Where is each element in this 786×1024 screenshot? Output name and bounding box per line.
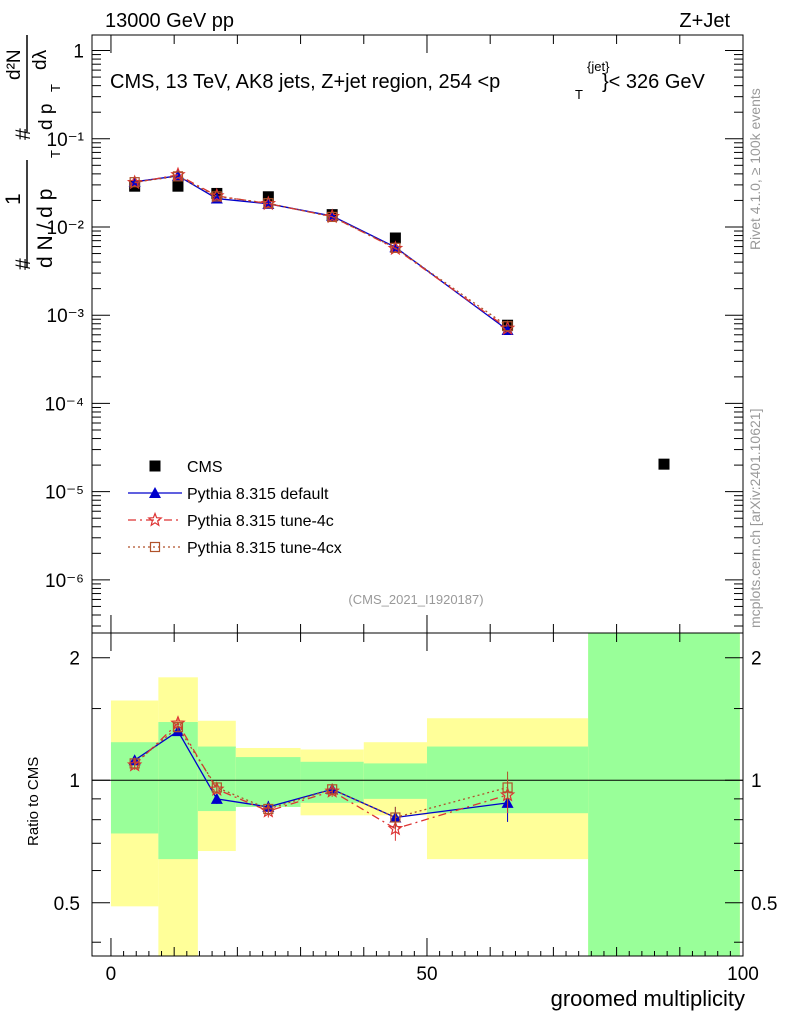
ylabel-right-sub: T <box>48 84 63 92</box>
ratio-point-2 <box>263 803 274 815</box>
legend-label-0: CMS <box>187 459 223 476</box>
ylabel-right-numerator: d²N <box>4 49 25 80</box>
green-band <box>158 722 198 860</box>
ratio-y-label: Ratio to CMS <box>25 757 42 846</box>
x-tick-label: 0 <box>106 964 117 985</box>
ratio-axes: 0.5 0.5 1 1 2 2 0 50 100 <box>54 633 777 985</box>
main-axes: 1 10⁻¹ 10⁻² 10⁻³ 10⁻⁴ 10⁻⁵ 10⁻⁶ <box>45 35 744 633</box>
data-point-3 <box>263 198 274 209</box>
plot-title-main: CMS, 13 TeV, AK8 jets, Z+jet region, 254… <box>110 71 500 93</box>
green-band <box>363 763 427 799</box>
legend-marker-0 <box>149 460 161 472</box>
ratio-point-2 <box>502 782 513 793</box>
mcplots-label: mcplots.cern.ch [arXiv:2401.10621] <box>747 409 763 628</box>
ylabel-hash-2: # <box>12 128 35 140</box>
green-band <box>235 757 301 807</box>
ylabel-denominator: d N / d p <box>34 189 57 268</box>
x-tick-label: 100 <box>727 964 759 985</box>
ratio-point-2 <box>390 812 401 823</box>
y-tick-label: 10⁻⁵ <box>45 483 84 504</box>
green-band <box>588 633 740 956</box>
legend-label-3: Pythia 8.315 tune-4cx <box>187 540 342 557</box>
legend: CMS Pythia 8.315 default Pythia 8.315 tune… <box>128 459 342 557</box>
ratio-tick-label-right: 1 <box>751 771 762 792</box>
series-line-2 <box>134 174 508 329</box>
main-y-label: # 1 d N / d p T # d²N d p T dλ <box>2 35 63 270</box>
data-point-3 <box>129 177 140 188</box>
legend-label-1: Pythia 8.315 default <box>187 486 329 503</box>
main-series <box>126 166 670 470</box>
analysis-id: (CMS_2021_I1920187) <box>348 592 483 607</box>
y-tick-label: 10⁻³ <box>47 306 85 327</box>
x-tick-label: 50 <box>416 964 437 985</box>
ratio-point-2 <box>129 758 140 769</box>
ratio-point-2 <box>327 784 338 795</box>
data-point-0 <box>172 180 184 192</box>
data-point-0 <box>658 458 670 470</box>
data-point-3 <box>327 211 338 223</box>
legend-marker-1 <box>149 487 161 498</box>
ratio-point-2 <box>172 722 184 733</box>
rivet-label: Rivet 4.1.0, ≥ 100k events <box>747 88 763 250</box>
plot-title: CMS, 13 TeV, AK8 jets, Z+jet region, 254… <box>110 71 500 93</box>
ratio-tick-label-right: 0.5 <box>751 894 777 915</box>
process-label: Z+Jet <box>679 10 730 32</box>
series-line-1 <box>134 175 508 331</box>
ratio-point-2 <box>211 782 222 793</box>
legend-label-2: Pythia 8.315 tune-4c <box>187 513 334 530</box>
x-axis-label: groomed multiplicity <box>551 986 745 1011</box>
ratio-tick-label: 1 <box>69 771 80 792</box>
y-tick-label: 1 <box>73 42 84 63</box>
ylabel-right-denominator: d p <box>36 104 57 130</box>
y-tick-label: 10⁻² <box>47 218 85 239</box>
ylabel-numerator: 1 <box>2 193 25 205</box>
ratio-point-1 <box>387 820 404 836</box>
ylabel-denominator-sub: T <box>48 150 63 158</box>
legend-marker-2 <box>147 511 163 527</box>
data-point-3 <box>502 321 513 332</box>
plot-title-superscript: {jet} <box>587 59 610 74</box>
y-tick-label: 10⁻⁶ <box>45 571 84 592</box>
data-point-3 <box>390 242 401 253</box>
series-line-3 <box>134 175 508 327</box>
ratio-point-0 <box>210 792 223 804</box>
ratio-tick-label: 2 <box>69 649 80 670</box>
energy-label: 13000 GeV pp <box>105 10 234 32</box>
data-point-0 <box>389 232 401 244</box>
y-tick-label: 10⁻¹ <box>47 130 85 151</box>
ratio-plot-frame <box>91 632 744 957</box>
ylabel-right-tail: dλ <box>30 49 51 70</box>
data-point-3 <box>172 171 184 182</box>
ratio-tick-label-right: 2 <box>751 649 762 670</box>
plot-title-tail: }< 326 GeV <box>602 71 706 93</box>
ylabel-hash: # <box>12 258 35 270</box>
plot-title-subscript: T <box>575 87 583 102</box>
ratio-uncertainty-bands <box>110 633 740 956</box>
y-tick-label: 10⁻⁴ <box>45 394 84 415</box>
legend-marker-3 <box>149 541 161 553</box>
ratio-series <box>126 715 516 841</box>
ratio-tick-label: 0.5 <box>54 894 80 915</box>
data-point-3 <box>211 191 222 202</box>
